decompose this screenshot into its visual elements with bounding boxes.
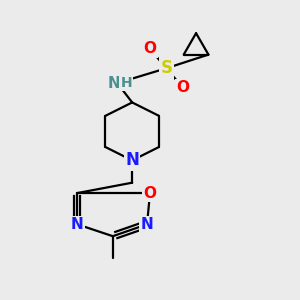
Text: O: O xyxy=(143,186,157,201)
Text: S: S xyxy=(160,59,172,77)
Text: N: N xyxy=(71,217,84,232)
Text: H: H xyxy=(120,76,132,90)
Text: N: N xyxy=(125,152,139,169)
Text: O: O xyxy=(176,80,189,95)
Text: O: O xyxy=(143,41,157,56)
Text: N: N xyxy=(141,217,153,232)
Text: N: N xyxy=(107,76,120,91)
